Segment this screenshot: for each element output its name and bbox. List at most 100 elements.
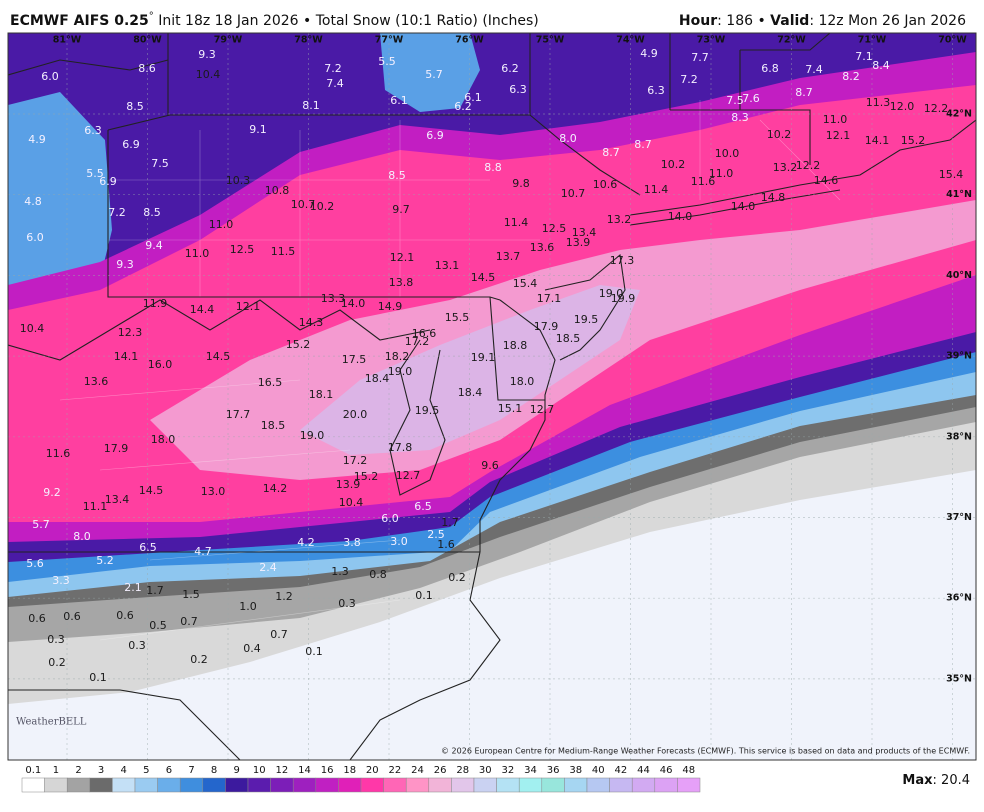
snow-value: 7.5 — [726, 94, 744, 107]
snow-value: 10.7 — [561, 187, 586, 200]
snow-value: 8.5 — [126, 100, 144, 113]
snow-value: 7.4 — [805, 63, 823, 76]
max-label: Max — [902, 773, 933, 788]
legend-label: 9 — [234, 765, 240, 776]
snow-value: 6.1 — [464, 91, 482, 104]
legend-label: 6 — [166, 765, 172, 776]
snow-value: 9.1 — [249, 123, 267, 136]
snow-value: 8.5 — [143, 206, 161, 219]
snow-value: 17.2 — [343, 454, 368, 467]
snow-value: 10.0 — [715, 147, 740, 160]
legend-swatch — [518, 777, 543, 793]
lat-label: 41°N — [946, 189, 972, 200]
snow-value: 13.4 — [572, 226, 597, 239]
legend-label: 22 — [389, 765, 402, 776]
snow-value: 11.4 — [504, 216, 529, 229]
snow-value: 12.1 — [390, 251, 415, 264]
legend-label: 0.1 — [25, 765, 41, 776]
legend-label: 38 — [569, 765, 582, 776]
snow-value: 6.8 — [761, 62, 779, 75]
snow-value: 14.1 — [114, 350, 139, 363]
legend-label: 10 — [253, 765, 266, 776]
legend-swatch — [66, 777, 91, 793]
snow-value: 13.2 — [607, 213, 632, 226]
lon-label: 80°W — [133, 35, 162, 46]
lon-label: 72°W — [777, 35, 806, 46]
map-frame — [7, 32, 977, 761]
snow-value: 15.2 — [286, 338, 311, 351]
legend-swatch — [631, 777, 656, 793]
snow-value: 4.2 — [297, 536, 315, 549]
legend-swatch — [247, 777, 271, 793]
snow-value: 16.5 — [258, 376, 283, 389]
snow-value: 11.0 — [209, 218, 234, 231]
snow-value: 1.0 — [239, 600, 257, 613]
snow-value: 1.2 — [275, 590, 293, 603]
legend-swatch — [338, 777, 362, 793]
snow-value: 6.2 — [454, 100, 472, 113]
snow-value: 15.2 — [901, 134, 926, 147]
snow-value: 0.6 — [28, 612, 46, 625]
legend-swatch — [225, 777, 249, 793]
legend-swatch — [202, 777, 226, 793]
logo: WeatherBELL — [16, 717, 87, 728]
snow-value: 6.3 — [84, 124, 102, 137]
legend-label: 5 — [143, 765, 149, 776]
legend-swatch — [609, 777, 633, 793]
lon-label: 73°W — [697, 35, 726, 46]
snow-value: 19.0 — [388, 365, 413, 378]
blue-north — [380, 33, 480, 112]
legend-swatch — [383, 777, 407, 793]
legend-swatch — [44, 777, 68, 793]
state-borders — [8, 33, 976, 760]
county-lines — [59, 100, 841, 641]
snow-value: 12.7 — [530, 403, 555, 416]
legend-swatch — [315, 777, 339, 793]
snow-value: 18.2 — [385, 350, 410, 363]
snow-value: 4.8 — [24, 195, 42, 208]
snow-value: 5.2 — [96, 554, 114, 567]
legend-swatch — [292, 777, 317, 793]
hour-label: Hour — [679, 13, 717, 29]
snow-value: 0.6 — [116, 609, 134, 622]
snow-value: 12.5 — [230, 243, 255, 256]
snow-value: 18.0 — [151, 433, 176, 446]
snow-values: 9.3 8.6 10.4 6.0 7.2 5.5 5.7 6.2 4.9 7.7 6.8 7.4 7.1… — [20, 47, 964, 684]
snow-value: 19.5 — [415, 404, 440, 417]
snow-value: 0.3 — [338, 597, 356, 610]
snow-value: 6.0 — [41, 70, 59, 83]
snow-value: 0.7 — [270, 628, 288, 641]
snow-value: 17.7 — [226, 408, 251, 421]
lat-label: 35°N — [946, 673, 972, 684]
snow-value: 14.0 — [731, 200, 756, 213]
lon-label: 71°W — [858, 35, 887, 46]
legend-label: 48 — [682, 765, 695, 776]
legend-swatch — [564, 777, 588, 793]
legend-label: 7 — [188, 765, 194, 776]
snow-value: 0.6 — [63, 610, 81, 623]
snow-value: 4.9 — [640, 47, 658, 60]
legend-label: 28 — [456, 765, 469, 776]
lon-label: 81°W — [53, 35, 82, 46]
snow-value: 6.9 — [99, 175, 117, 188]
snow-value: 17.5 — [342, 353, 367, 366]
snow-value: 3.3 — [52, 574, 70, 587]
snow-value: 6.0 — [381, 512, 399, 525]
snow-value: 13.7 — [496, 250, 521, 263]
legend-swatch — [89, 777, 113, 793]
snow-value: 11.6 — [46, 447, 71, 460]
snow-value: 13.9 — [336, 478, 361, 491]
snow-value: 5.5 — [86, 167, 104, 180]
snow-value: 11.6 — [691, 175, 716, 188]
snow-value: 12.3 — [118, 326, 143, 339]
snow-value: 14.1 — [865, 134, 890, 147]
legend-swatch — [157, 777, 181, 793]
snow-value: 5.6 — [26, 557, 44, 570]
lon-label: 76°W — [455, 35, 484, 46]
header-title: ECMWF AIFS 0.25° Init 18z 18 Jan 2026 • … — [10, 11, 539, 29]
snow-value: 13.9 — [566, 236, 591, 249]
snow-value: 9.2 — [43, 486, 61, 499]
lat-label: 38°N — [946, 431, 972, 442]
snow-value: 6.3 — [509, 83, 527, 96]
snow-value: 14.0 — [668, 210, 693, 223]
